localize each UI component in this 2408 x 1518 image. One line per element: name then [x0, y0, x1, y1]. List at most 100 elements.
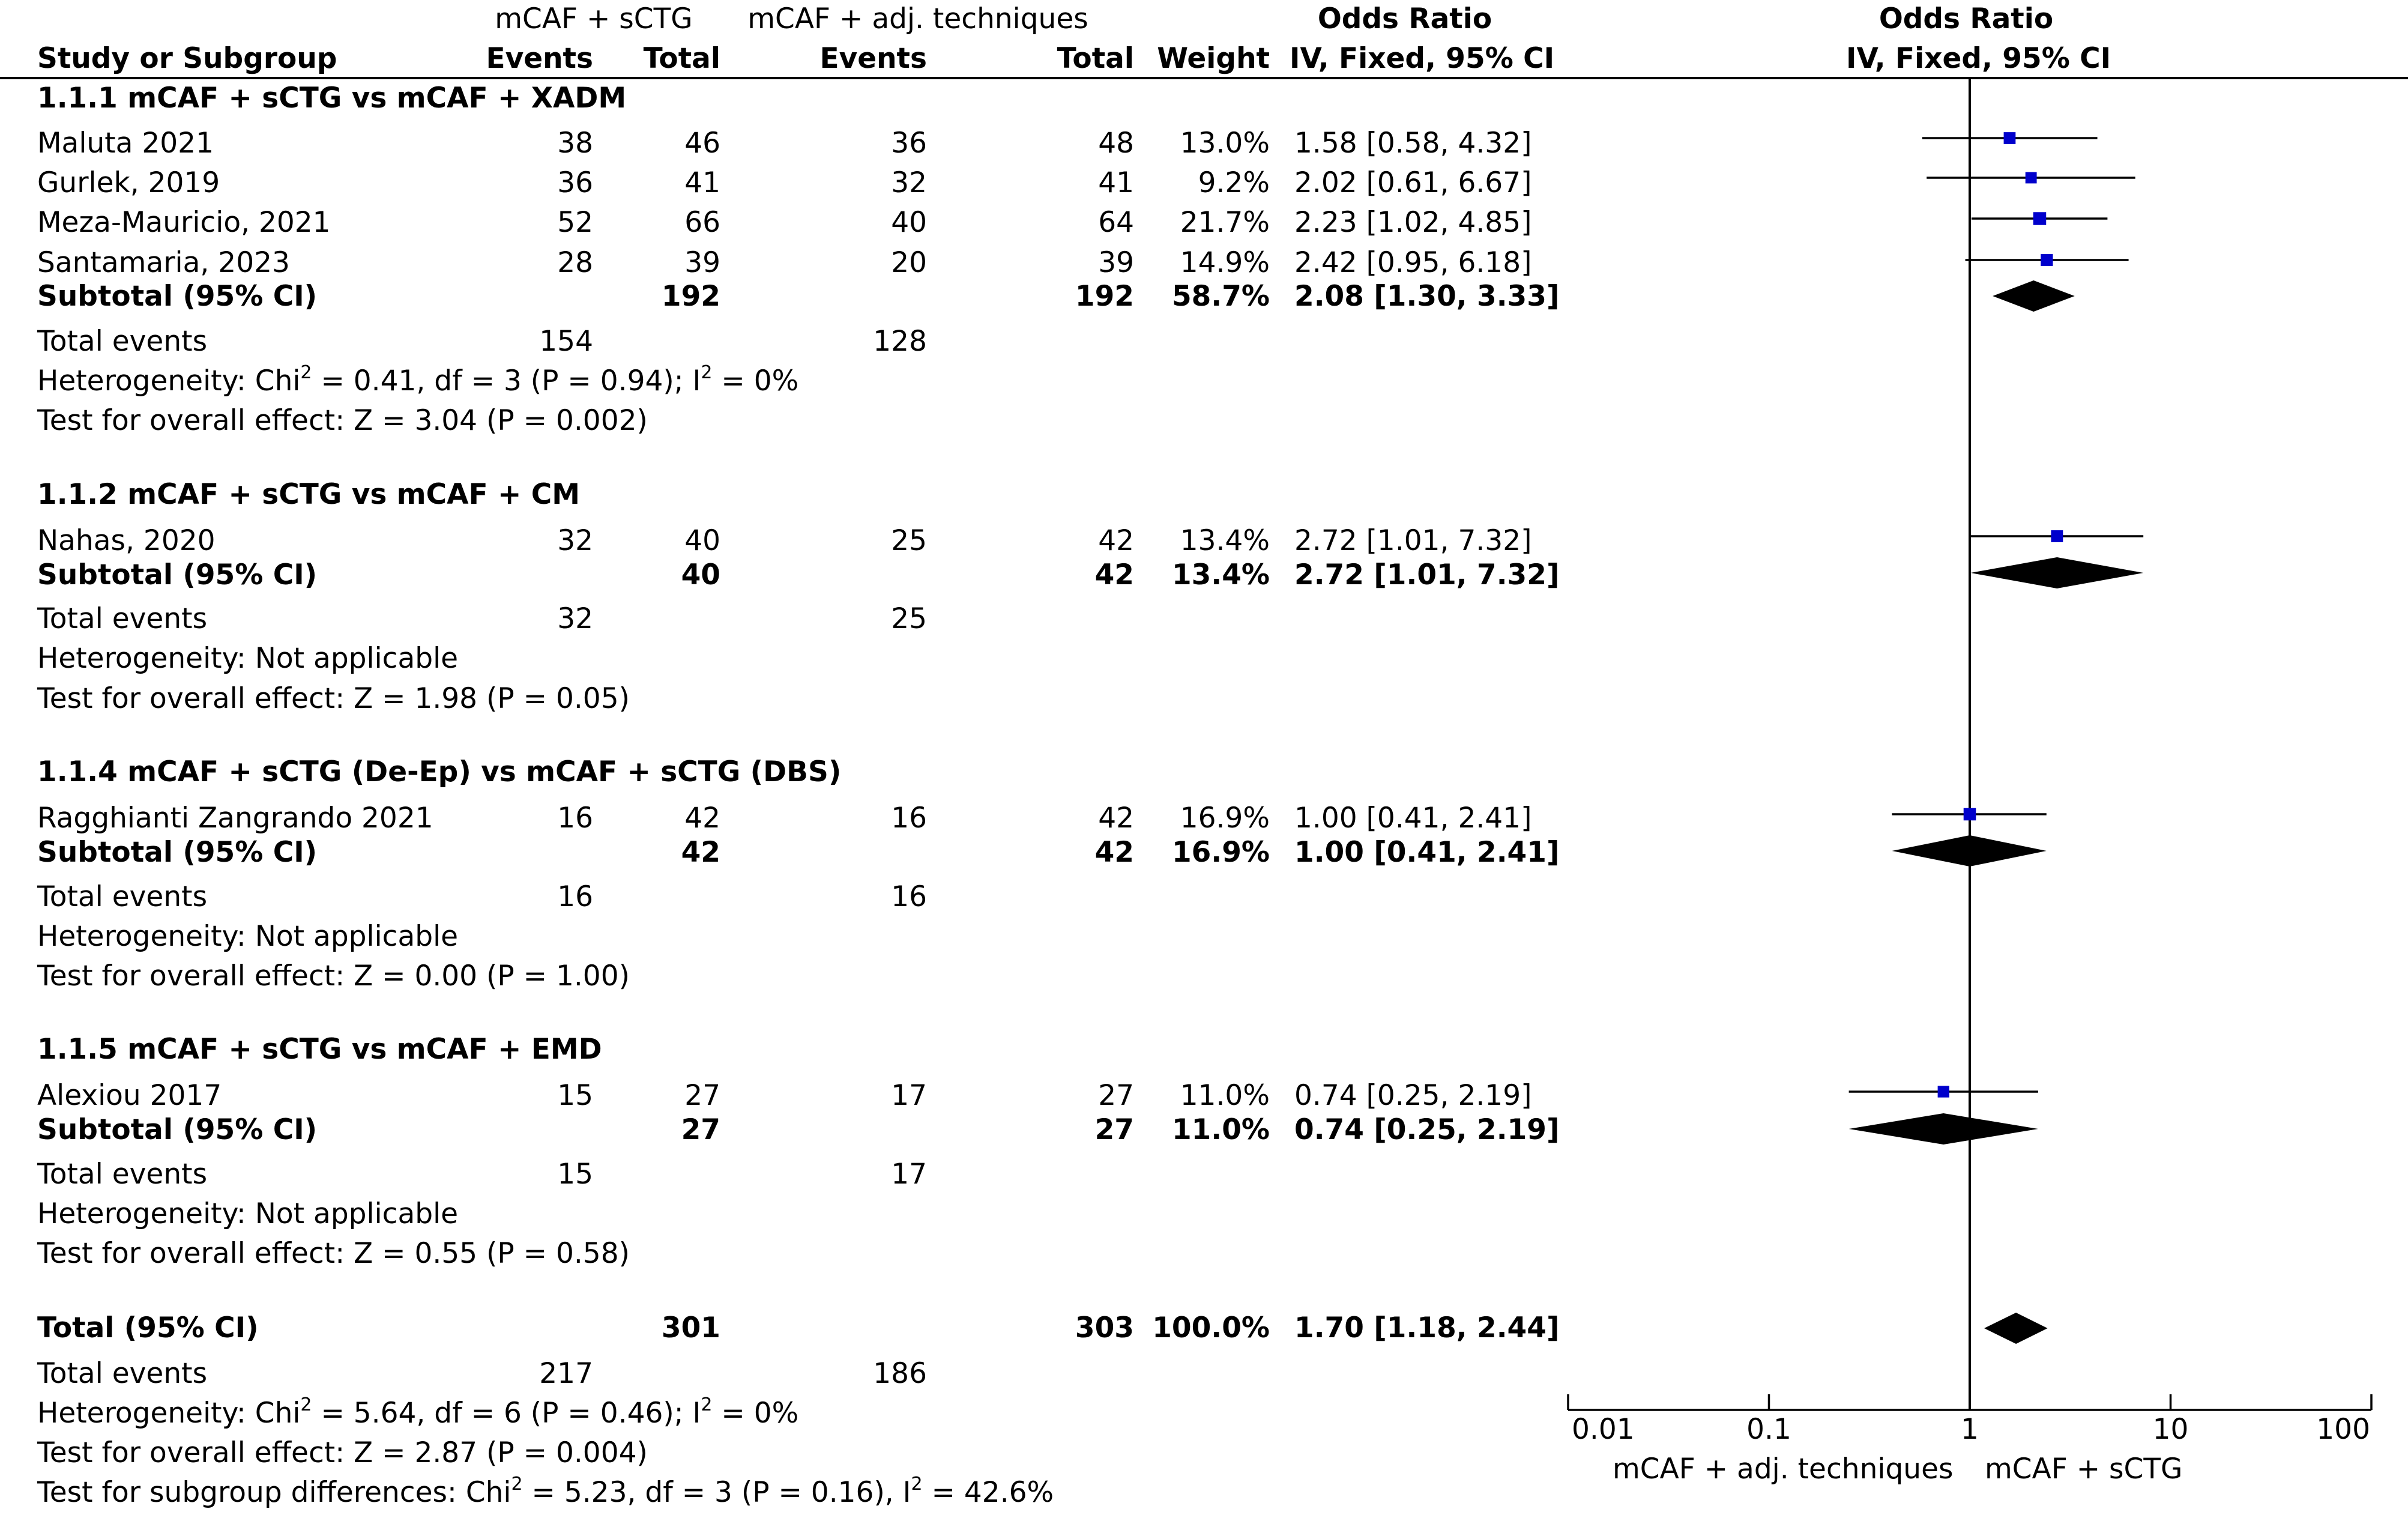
total-ci: 1.70 [1.18, 2.44] — [1294, 1311, 1560, 1344]
or-header-method: IV, Fixed, 95% CI — [1290, 42, 1555, 75]
events1-cell: 15 — [557, 1079, 593, 1112]
subtotal-total1: 27 — [681, 1113, 720, 1146]
total-events-1: 15 — [557, 1158, 593, 1191]
heterogeneity-text: Heterogeneity: Not applicable — [37, 920, 459, 953]
total-total1: 301 — [661, 1311, 720, 1344]
weight-cell: 13.0% — [1180, 127, 1270, 160]
events1-cell: 38 — [557, 127, 593, 160]
study-marker — [1963, 808, 1976, 821]
total-events-1: 16 — [557, 880, 593, 913]
subgroup-title: 1.1.2 mCAF + sCTG vs mCAF + CM — [37, 478, 580, 511]
events2-header: Events — [819, 42, 927, 75]
subtotal-ci: 1.00 [0.41, 2.41] — [1294, 836, 1560, 869]
study-name: Gurlek, 2019 — [37, 166, 220, 199]
favours-left-label: mCAF + adj. techniques — [1613, 1453, 1954, 1486]
total2-cell: 27 — [1098, 1079, 1134, 1112]
total-events-label: Total events — [37, 1158, 208, 1191]
x-axis-tick-label: 0.1 — [1746, 1413, 1791, 1446]
subgroup-title: 1.1.1 mCAF + sCTG vs mCAF + XADM — [37, 82, 627, 115]
total2-cell: 41 — [1098, 166, 1134, 199]
total-events-label: Total events — [37, 1357, 208, 1390]
total-events-2: 186 — [873, 1357, 927, 1390]
group1-header: mCAF + sCTG — [495, 2, 693, 35]
heterogeneity-text: Heterogeneity: Not applicable — [37, 1197, 459, 1230]
events1-cell: 32 — [557, 524, 593, 557]
total1-cell: 40 — [684, 524, 720, 557]
ci-cell: 2.23 [1.02, 4.85] — [1294, 206, 1532, 239]
ci-cell: 2.02 [0.61, 6.67] — [1294, 166, 1532, 199]
subtotal-total1: 42 — [681, 836, 720, 869]
study-marker — [2041, 253, 2053, 267]
heterogeneity-text: Heterogeneity: Chi2 = 0.41, df = 3 (P = … — [37, 362, 799, 398]
total1-cell: 41 — [684, 166, 720, 199]
total-events-label: Total events — [37, 602, 208, 635]
pooled-diamond — [1984, 1313, 2048, 1344]
overall-effect-text: Test for overall effect: Z = 0.55 (P = 0… — [37, 1237, 630, 1270]
x-axis-tick-label: 1 — [1961, 1413, 1979, 1446]
study-name: Alexiou 2017 — [37, 1079, 222, 1112]
total-events-2: 25 — [891, 602, 927, 635]
subtotal-label: Subtotal (95% CI) — [37, 280, 318, 313]
total2-cell: 42 — [1098, 524, 1134, 557]
x-axis-tick-label: 100 — [2316, 1413, 2370, 1446]
subtotal-ci: 0.74 [0.25, 2.19] — [1294, 1113, 1560, 1146]
total-total2: 303 — [1075, 1311, 1134, 1344]
ci-cell: 1.58 [0.58, 4.32] — [1294, 127, 1532, 160]
subtotal-total2: 192 — [1075, 280, 1134, 313]
total1-cell: 66 — [684, 206, 720, 239]
x-axis-tick-label: 0.01 — [1572, 1413, 1635, 1446]
total-label: Total (95% CI) — [37, 1311, 259, 1344]
subtotal-weight: 16.9% — [1171, 836, 1270, 869]
total-events-label: Total events — [37, 325, 208, 358]
total1-cell: 42 — [684, 802, 720, 835]
ci-cell: 2.42 [0.95, 6.18] — [1294, 246, 1532, 279]
group2-header: mCAF + adj. techniques — [747, 2, 1088, 35]
x-axis-tick-label: 10 — [2153, 1413, 2189, 1446]
study-name: Maluta 2021 — [37, 127, 214, 160]
total-events-2: 128 — [873, 325, 927, 358]
events2-cell: 25 — [891, 524, 927, 557]
pooled-diamond — [1970, 557, 2144, 588]
subtotal-weight: 13.4% — [1171, 558, 1270, 591]
study-marker — [2033, 212, 2047, 225]
events2-cell: 32 — [891, 166, 927, 199]
overall-effect-text: Test for overall effect: Z = 2.87 (P = 0… — [37, 1436, 648, 1469]
total-events-2: 17 — [891, 1158, 927, 1191]
total-events-label: Total events — [37, 880, 208, 913]
pooled-diamond — [1993, 280, 2075, 312]
weight-header: Weight — [1157, 42, 1270, 75]
subgroup-title: 1.1.4 mCAF + sCTG (De-Ep) vs mCAF + sCTG… — [37, 755, 842, 788]
events1-cell: 28 — [557, 246, 593, 279]
overall-effect-text: Test for overall effect: Z = 3.04 (P = 0… — [37, 404, 648, 437]
total1-cell: 27 — [684, 1079, 720, 1112]
study-marker — [2051, 530, 2063, 542]
subgroup-title: 1.1.5 mCAF + sCTG vs mCAF + EMD — [37, 1033, 602, 1066]
overall-effect-text: Test for overall effect: Z = 1.98 (P = 0… — [37, 682, 630, 715]
study-marker — [1937, 1086, 1949, 1098]
subtotal-ci: 2.72 [1.01, 7.32] — [1294, 558, 1560, 591]
study-marker — [2025, 172, 2037, 184]
total1-cell: 46 — [684, 127, 720, 160]
total2-cell: 39 — [1098, 246, 1134, 279]
events1-header: Events — [486, 42, 593, 75]
weight-cell: 21.7% — [1180, 206, 1270, 239]
events2-cell: 36 — [891, 127, 927, 160]
ci-cell: 0.74 [0.25, 2.19] — [1294, 1079, 1532, 1112]
study-name: Meza-Mauricio, 2021 — [37, 206, 331, 239]
subtotal-total2: 42 — [1094, 836, 1134, 869]
ci-cell: 2.72 [1.01, 7.32] — [1294, 524, 1532, 557]
events2-cell: 40 — [891, 206, 927, 239]
events1-cell: 36 — [557, 166, 593, 199]
study-name: Nahas, 2020 — [37, 524, 216, 557]
subtotal-ci: 2.08 [1.30, 3.33] — [1294, 280, 1560, 313]
total-weight: 100.0% — [1152, 1311, 1270, 1344]
heterogeneity-text: Heterogeneity: Not applicable — [37, 642, 459, 675]
events2-cell: 17 — [891, 1079, 927, 1112]
events2-cell: 16 — [891, 802, 927, 835]
weight-cell: 9.2% — [1198, 166, 1270, 199]
subtotal-total2: 27 — [1094, 1113, 1134, 1146]
events2-cell: 20 — [891, 246, 927, 279]
plot-header-method: IV, Fixed, 95% CI — [1846, 42, 2111, 75]
ci-cell: 1.00 [0.41, 2.41] — [1294, 802, 1532, 835]
